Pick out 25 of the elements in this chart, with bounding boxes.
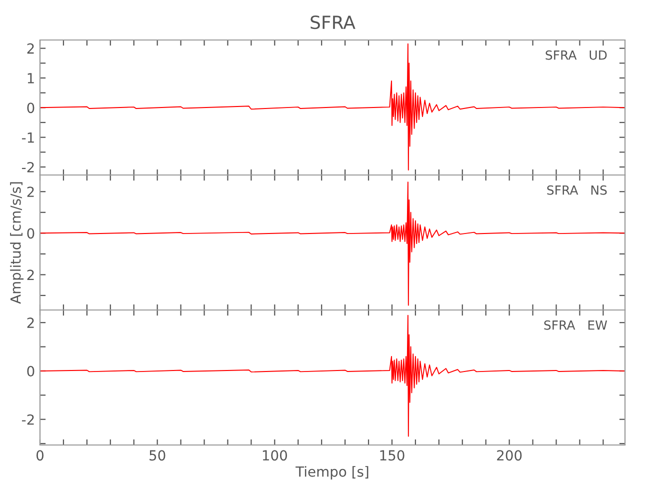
x-tick-label: 100 bbox=[262, 450, 287, 461]
x-axis-title: Tiempo [s] bbox=[296, 466, 368, 480]
y-tick-label: -2 bbox=[22, 162, 34, 172]
y-tick-label: 0 bbox=[27, 366, 34, 376]
annotation: SFRA UD bbox=[546, 50, 607, 60]
annotation: SFRA NS bbox=[547, 185, 607, 195]
x-tick-label: 150 bbox=[380, 450, 404, 461]
y-tick-label: -1 bbox=[22, 132, 34, 143]
x-tick-label: 200 bbox=[497, 450, 522, 461]
y-tick-label: -2 bbox=[22, 414, 34, 425]
y-tick-label: 0 bbox=[27, 228, 34, 239]
y-axis-title: Amplitud [cm/s/s] bbox=[10, 182, 24, 304]
x-tick-label: 50 bbox=[150, 450, 166, 461]
y-tick-label: 1 bbox=[28, 73, 34, 84]
y-tick-label: 2 bbox=[27, 270, 34, 280]
y-tick-label: 2 bbox=[27, 318, 34, 328]
line-series bbox=[40, 43, 625, 170]
x-tick-label: 0 bbox=[36, 450, 44, 461]
y-tick-label: 2 bbox=[27, 186, 34, 197]
y-tick-label: 2 bbox=[27, 43, 34, 54]
chart-title: SFRA bbox=[310, 15, 356, 30]
annotation: SFRA EW bbox=[544, 320, 608, 330]
line-series bbox=[40, 314, 625, 437]
y-tick-label: 0 bbox=[27, 102, 34, 114]
line-series bbox=[40, 182, 625, 306]
